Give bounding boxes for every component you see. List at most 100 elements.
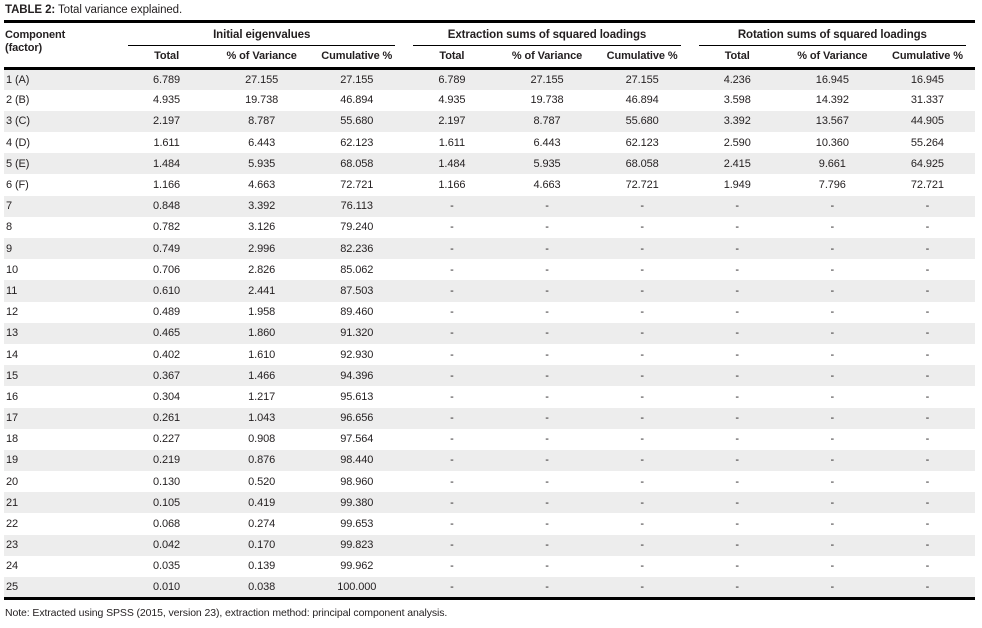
value-cell: -	[545, 433, 549, 446]
value-cell: -	[925, 496, 930, 509]
table-row: 13 0.465 1.860 91.320 - - - - - -	[4, 322, 975, 344]
value-cell: -	[925, 412, 930, 425]
component-cell: 17	[6, 412, 19, 425]
value-cell: -	[830, 284, 835, 297]
value-cell: 99.962	[340, 560, 374, 573]
value-cell: 46.894	[625, 94, 659, 107]
value-cell: -	[640, 454, 644, 467]
table-row: 12 0.489 1.958 89.460 - - - - - -	[4, 302, 975, 323]
value-cell: -	[640, 496, 644, 509]
col-header-rotation-pct-variance: % of Variance	[784, 46, 880, 70]
value-cell: -	[925, 454, 930, 467]
value-cell: 14.392	[815, 94, 849, 107]
table-row: 24 0.035 0.139 99.962 - - - - - -	[4, 556, 975, 577]
value-cell: -	[450, 390, 454, 403]
value-cell: -	[830, 412, 835, 425]
value-cell: -	[450, 433, 454, 446]
value-cell: 16.945	[910, 73, 944, 86]
value-cell: -	[450, 327, 454, 340]
value-cell: -	[545, 242, 549, 255]
group-label: Rotation sums of squared loadings	[698, 29, 966, 46]
value-cell: -	[925, 539, 930, 552]
value-cell: -	[545, 390, 549, 403]
value-cell: -	[450, 242, 454, 255]
value-cell: -	[545, 369, 549, 382]
component-cell: 19	[6, 454, 19, 467]
value-cell: -	[925, 200, 930, 213]
value-cell: -	[735, 580, 739, 593]
value-cell: 44.905	[910, 115, 944, 128]
table-row: 15 0.367 1.466 94.396 - - - - - -	[4, 365, 975, 387]
value-cell: 2.996	[248, 242, 276, 255]
value-cell: 87.503	[340, 284, 374, 297]
value-cell: -	[450, 412, 454, 425]
value-cell: 76.113	[340, 200, 373, 213]
value-cell: -	[925, 433, 930, 446]
value-cell: 19.738	[530, 94, 564, 107]
value-cell: -	[450, 306, 454, 319]
value-cell: -	[830, 454, 835, 467]
value-cell: 13.567	[815, 115, 849, 128]
component-cell: 5 (E)	[6, 157, 30, 170]
value-cell: 0.520	[248, 475, 276, 488]
value-cell: -	[640, 369, 644, 382]
value-cell: -	[830, 475, 835, 488]
value-cell: -	[925, 284, 930, 297]
value-cell: 1.611	[438, 136, 465, 149]
value-cell: -	[925, 475, 930, 488]
table-row: 20 0.130 0.520 98.960 - - - - - -	[4, 471, 975, 492]
value-cell: 0.219	[153, 454, 181, 467]
value-cell: -	[545, 518, 549, 531]
value-cell: 6.789	[438, 73, 466, 86]
table-row: 9 0.749 2.996 82.236 - - - - - -	[4, 238, 975, 260]
value-cell: 1.949	[723, 179, 751, 192]
table-row: 10 0.706 2.826 85.062 - - - - - -	[4, 259, 975, 280]
value-cell: -	[545, 475, 549, 488]
value-cell: 0.105	[153, 496, 181, 509]
value-cell: -	[735, 263, 739, 276]
value-cell: 27.155	[245, 73, 279, 86]
value-cell: 68.058	[625, 157, 659, 170]
value-cell: 1.958	[248, 306, 276, 319]
value-cell: -	[735, 221, 739, 234]
value-cell: 5.935	[248, 157, 276, 170]
value-cell: 0.848	[153, 200, 181, 213]
value-cell: -	[735, 454, 739, 467]
value-cell: 1.484	[438, 157, 466, 170]
col-header-initial-pct-variance: % of Variance	[214, 46, 310, 70]
value-cell: 94.396	[340, 369, 374, 382]
table-row: 21 0.105 0.419 99.380 - - - - - -	[4, 492, 975, 514]
group-header-row: Component (factor) Initial eigenvalues E…	[4, 23, 975, 70]
component-cell: 12	[6, 306, 19, 319]
value-cell: 72.721	[340, 179, 374, 192]
value-cell: 1.611	[153, 136, 180, 149]
value-cell: -	[450, 200, 454, 213]
value-cell: 82.236	[340, 242, 374, 255]
value-cell: -	[735, 306, 739, 319]
value-cell: 0.749	[153, 242, 181, 255]
value-cell: -	[925, 390, 930, 403]
value-cell: 3.598	[723, 94, 751, 107]
value-cell: -	[545, 560, 549, 573]
col-header-extraction-cumulative: Cumulative %	[594, 46, 690, 70]
value-cell: -	[735, 539, 739, 552]
table-row: 18 0.227 0.908 97.564 - - - - - -	[4, 429, 975, 450]
value-cell: 2.197	[438, 115, 466, 128]
value-cell: 5.935	[533, 157, 561, 170]
component-cell: 24	[6, 560, 19, 573]
value-cell: 0.782	[153, 221, 181, 234]
table-note: Note: Extracted using SPSS (2015, versio…	[5, 606, 448, 619]
value-cell: -	[830, 200, 835, 213]
value-cell: 85.062	[340, 263, 374, 276]
value-cell: 2.826	[248, 263, 276, 276]
value-cell: -	[640, 284, 644, 297]
value-cell: -	[735, 560, 739, 573]
value-cell: -	[640, 560, 644, 573]
value-cell: -	[545, 263, 549, 276]
component-cell: 9	[6, 242, 13, 255]
value-cell: 8.787	[533, 115, 561, 128]
value-cell: 0.274	[248, 518, 276, 531]
value-cell: 0.010	[153, 580, 181, 593]
value-cell: -	[450, 284, 454, 297]
value-cell: 98.440	[340, 454, 374, 467]
